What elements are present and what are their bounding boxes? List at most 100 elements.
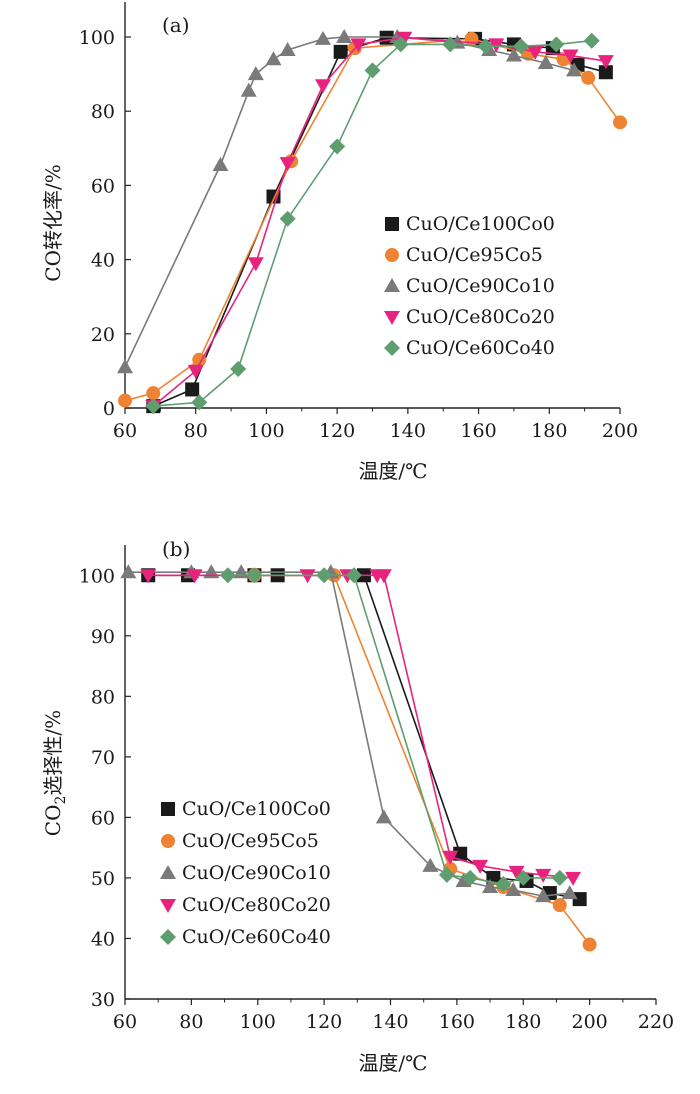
panel-a-y-tick-label: 0: [103, 398, 115, 420]
panel-a-legend-label: CuO/Ce60Co40: [406, 337, 555, 359]
panel-b-point-cuo-ce90co10: [561, 885, 578, 900]
panel-a-legend-marker: [385, 217, 399, 231]
panel-a-point-cuo-ce80co20: [247, 257, 264, 272]
panel-a-point-cuo-ce95co5: [192, 352, 207, 367]
panel-a-point-cuo-ce80co20: [527, 45, 544, 60]
panel-a-legend-label: CuO/Ce90Co10: [406, 275, 555, 297]
panel-a-point-cuo-ce60co40: [477, 38, 494, 55]
panel-a-y-tick-label: 60: [91, 175, 115, 197]
panel-a-legend-item-cuo-ce90co10: CuO/Ce90Co10: [384, 275, 555, 297]
panel-a-legend-label: CuO/Ce95Co5: [406, 244, 543, 266]
panel-a-y-tick-labels: 0 20 40 60 80 100: [79, 27, 115, 420]
panel-b-x-tick-label: 120: [306, 1011, 342, 1033]
panel-b-point-cuo-ce60co40: [219, 567, 236, 584]
panel-b-x-tick-label: 100: [240, 1011, 276, 1033]
panel-a-point-cuo-ce80co20: [488, 38, 505, 53]
panel-a-label: (a): [162, 13, 190, 37]
panel-b-legend-label: CuO/Ce100Co0: [182, 798, 331, 820]
panel-a-y-axis-label: CO转化率/%: [41, 164, 65, 281]
panel-b-x-tick-label: 180: [505, 1011, 541, 1033]
panel-b-y-tick-label: 90: [91, 626, 115, 648]
panel-a-point-cuo-ce60co40: [329, 138, 346, 155]
panel-a-point-cuo-ce95co5: [118, 393, 132, 408]
panel-a-point-cuo-ce100co0: [333, 44, 348, 59]
panel-b-point-cuo-ce95co5: [552, 898, 567, 913]
panel-a-point-cuo-ce100co0: [185, 382, 200, 397]
panel-a-x-tick-label: 60: [113, 420, 137, 442]
panel-b-point-cuo-ce60co40: [551, 869, 568, 886]
panel-a-point-cuo-ce90co10: [212, 156, 229, 171]
panel-a-legend-marker: [384, 340, 400, 356]
panel-a-point-cuo-ce95co5: [581, 70, 596, 85]
panel-b-legend-item-cuo-ce95co5: CuO/Ce95Co5: [161, 830, 319, 852]
panel-b-point-cuo-ce60co40: [438, 866, 455, 883]
panel-a-point-cuo-ce80co20: [562, 49, 579, 64]
panel-a-point-cuo-ce90co10: [505, 47, 522, 62]
panel-a-point-cuo-ce60co40: [364, 62, 381, 79]
panel-a-legend-item-cuo-ce80co20: CuO/Ce80Co20: [384, 306, 555, 328]
panel-b-point-cuo-ce80co20: [472, 859, 489, 874]
panel-a-point-cuo-ce95co5: [146, 386, 161, 401]
panel-b-series-cuo-ce60co40: [219, 567, 568, 892]
panel-b-point-cuo-ce60co40: [495, 875, 512, 892]
panel-b-point-cuo-ce90co10: [203, 564, 220, 579]
panel-a-point-cuo-ce90co10: [117, 359, 133, 374]
panel-b-point-cuo-ce90co10: [375, 809, 392, 824]
panel-b-label: (b): [162, 537, 190, 561]
panel-b-x-tick-label: 80: [179, 1011, 203, 1033]
panel-a-legend-label: CuO/Ce80Co20: [406, 306, 555, 328]
panel-a-y-tick-label: 80: [91, 101, 115, 123]
panel-b-point-cuo-ce90co10: [482, 879, 499, 894]
panel-b-legend-label: CuO/Ce90Co10: [182, 862, 331, 884]
panel-a-y-tick-label: 40: [91, 250, 115, 272]
panel-b-y-tick-label: 70: [91, 747, 115, 769]
panel-a-series: [117, 29, 627, 415]
panel-a-x-tick-label: 140: [390, 420, 426, 442]
panel-b-legend-item-cuo-ce100co0: CuO/Ce100Co0: [161, 798, 331, 820]
panel-b-y-tick-labels: 30 40 50 60 70 80 90 100: [79, 565, 115, 1011]
panel-b-point-cuo-ce60co40: [246, 567, 263, 584]
panel-b-point-cuo-ce80co20: [442, 850, 459, 865]
panel-a-conversion-chart: (a) 60 80 100 120 140 160 180 200 020406080100 …: [41, 2, 638, 483]
panel-b-series: [120, 564, 597, 952]
panel-b-x-axis-label: 温度/℃: [358, 1051, 427, 1075]
panel-b-point-cuo-ce90co10: [120, 564, 137, 579]
panel-a-point-cuo-ce80co20: [597, 55, 614, 70]
panel-a-point-cuo-ce90co10: [537, 54, 554, 69]
panel-b-point-cuo-ce80co20: [299, 569, 316, 584]
panel-b-point-cuo-ce80co20: [508, 865, 525, 880]
panel-b-legend-marker: [160, 929, 176, 945]
panel-a-x-tick-label: 80: [184, 420, 208, 442]
panel-b-point-cuo-ce100co0: [572, 892, 587, 907]
panel-b-y-tick-label: 40: [91, 928, 115, 950]
panel-a-legend: CuO/Ce100Co0 CuO/Ce95Co5 CuO/Ce90Co10 CuO/C…: [384, 213, 555, 359]
panel-a-point-cuo-ce90co10: [240, 82, 257, 97]
panel-a-legend-marker: [385, 248, 399, 262]
panel-a-legend-item-cuo-ce100co0: CuO/Ce100Co0: [385, 213, 555, 235]
panel-a-point-cuo-ce95co5: [613, 115, 627, 130]
panel-a-point-cuo-ce80co20: [396, 31, 413, 46]
panel-b-y-label-rest: 选择性/%: [41, 710, 65, 796]
panel-b-legend-label: CuO/Ce80Co20: [182, 894, 331, 916]
panel-a-point-cuo-ce90co10: [265, 51, 282, 66]
panel-b-legend: CuO/Ce100Co0 CuO/Ce95Co5 CuO/Ce90Co10 CuO/C…: [160, 798, 331, 948]
panel-b-point-cuo-ce60co40: [462, 869, 479, 886]
panel-b-point-cuo-ce100co0: [453, 846, 468, 861]
panel-b-line-cuo-ce95co5: [254, 574, 591, 945]
panel-a-x-tick-label: 180: [531, 420, 567, 442]
panel-b-y-tick-label: 80: [91, 686, 115, 708]
panel-b-point-cuo-ce90co10: [422, 857, 439, 872]
panel-b-point-cuo-ce95co5: [582, 937, 597, 952]
panel-b-y-label-co: CO: [41, 804, 65, 836]
panel-a-legend-label: CuO/Ce100Co0: [406, 213, 555, 235]
panel-a-x-tick-label: 160: [460, 420, 496, 442]
panel-a-point-cuo-ce90co10: [566, 62, 583, 77]
panel-a-series-cuo-ce60co40: [145, 32, 600, 415]
panel-a-point-cuo-ce60co40: [548, 36, 565, 53]
panel-a-point-cuo-ce60co40: [583, 32, 600, 49]
panel-b-legend-marker: [161, 802, 175, 816]
panel-a-x-axis-label: 温度/℃: [358, 459, 427, 483]
panel-b-legend-item-cuo-ce60co40: CuO/Ce60Co40: [160, 926, 331, 948]
panel-b-point-cuo-ce90co10: [535, 888, 552, 903]
